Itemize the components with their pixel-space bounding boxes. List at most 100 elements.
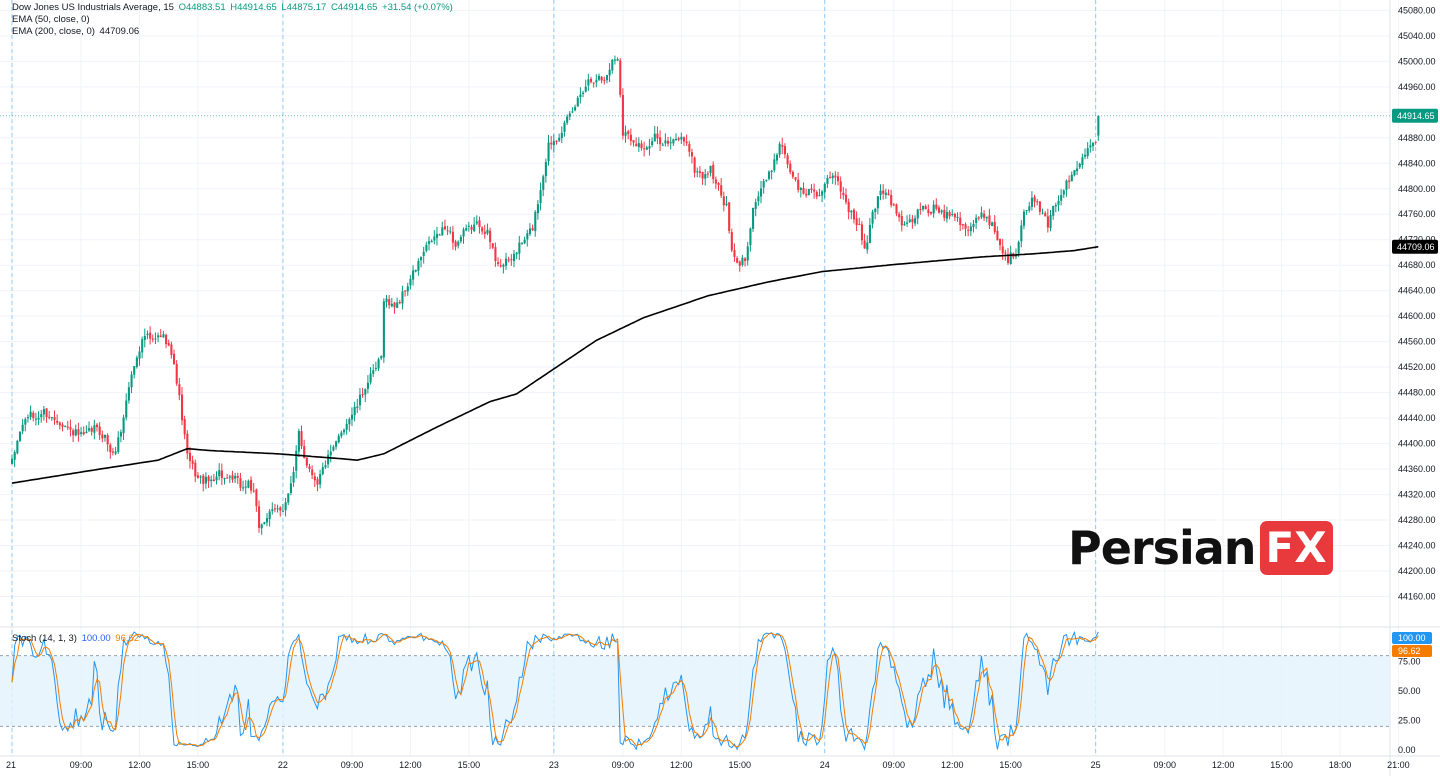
candle-body — [1004, 252, 1007, 254]
price-tick-label: 44240.00 — [1398, 541, 1436, 551]
candle-body — [961, 224, 964, 226]
candle-body — [903, 224, 906, 226]
candle-body — [1009, 252, 1012, 265]
candle-body — [425, 244, 428, 251]
candle-body — [446, 230, 449, 232]
candle-body — [914, 218, 917, 224]
candle-body — [712, 164, 715, 180]
candle-body — [141, 339, 144, 353]
candle-body — [69, 427, 72, 430]
candle-body — [111, 451, 115, 453]
candle-body — [675, 138, 678, 141]
candle-body — [258, 506, 261, 528]
price-tick-label: 44680.00 — [1398, 260, 1436, 270]
candle-body — [489, 230, 492, 243]
candle-body — [709, 165, 712, 173]
time-tick-label: 15:00 — [999, 760, 1022, 770]
candle-body — [483, 231, 486, 235]
candle-body — [781, 145, 784, 147]
candle-body — [728, 202, 731, 232]
candle-body — [61, 424, 64, 427]
candle-body — [228, 476, 231, 478]
stoch-tick-label: 50.00 — [1398, 686, 1421, 696]
candle-body — [951, 213, 954, 216]
price-tick-label: 45040.00 — [1398, 31, 1436, 41]
candle-body — [204, 476, 207, 484]
candle-body — [515, 252, 518, 255]
stoch-tick-label: 0.00 — [1398, 745, 1416, 755]
candle-body — [374, 368, 377, 370]
candle-body — [1028, 206, 1031, 211]
candle-body — [1091, 143, 1095, 147]
candle-body — [879, 190, 882, 196]
candle-body — [281, 510, 285, 512]
candle-body — [273, 508, 277, 510]
candle-body — [714, 179, 717, 184]
candle-body — [210, 479, 213, 482]
candle-body — [438, 234, 441, 236]
candle-body — [404, 290, 407, 292]
candle-body — [908, 219, 911, 222]
candle-body — [48, 416, 51, 418]
candle-body — [58, 422, 61, 426]
candle-body — [730, 232, 733, 251]
candle-body — [945, 211, 949, 219]
candle-body — [613, 59, 617, 61]
candle-body — [829, 176, 832, 179]
logo-box: FX — [1259, 521, 1333, 575]
candle-body — [826, 178, 829, 184]
candle-body — [449, 231, 452, 233]
candle-body — [465, 228, 468, 231]
candle-body — [975, 217, 978, 223]
time-tick-label: 25 — [1091, 760, 1101, 770]
candle-body — [74, 429, 77, 436]
candle-body — [563, 122, 566, 132]
candle-body — [582, 92, 585, 94]
candle-body — [648, 146, 651, 149]
candle-body — [409, 278, 412, 286]
candle-body — [56, 420, 59, 423]
candle-body — [417, 260, 420, 271]
candle-body — [412, 270, 415, 280]
candle-body — [457, 241, 460, 246]
candle-body — [247, 480, 250, 488]
candle-body — [173, 353, 176, 365]
candle-body — [167, 343, 170, 346]
grid — [0, 0, 1399, 756]
candle-body — [154, 338, 157, 340]
candle-body — [834, 175, 837, 178]
candle-body — [507, 259, 510, 261]
candle-body — [350, 414, 354, 420]
candle-body — [977, 217, 980, 219]
candle-body — [852, 209, 856, 220]
candle-body — [608, 69, 611, 76]
candle-body — [125, 400, 128, 418]
candle-body — [388, 299, 391, 306]
candle-body — [1078, 163, 1081, 168]
candle-body — [1036, 201, 1039, 203]
candle-body — [50, 416, 53, 419]
candle-body — [135, 357, 138, 368]
persianfx-logo: Persian FX — [1068, 520, 1333, 576]
candle-body — [433, 236, 436, 241]
candle-body — [653, 133, 656, 142]
candle-body — [491, 243, 494, 248]
candle-body — [635, 143, 638, 147]
candle-body — [1068, 180, 1071, 182]
candle-body — [568, 113, 571, 117]
candle-body — [170, 344, 173, 356]
candle-body — [520, 242, 524, 244]
candle-body — [18, 431, 22, 441]
time-tick-label: 12:00 — [941, 760, 964, 770]
candle-body — [733, 250, 736, 257]
candle-body — [898, 213, 901, 218]
candle-body — [1044, 213, 1047, 217]
candle-body — [778, 143, 781, 155]
candle-body — [308, 466, 311, 470]
candle-body — [215, 476, 218, 481]
price-tick-label: 44360.00 — [1398, 464, 1436, 474]
candle-body — [943, 210, 946, 218]
price-tick-label: 44960.00 — [1398, 82, 1436, 92]
stoch-k-badge: 100.00 — [1398, 633, 1426, 643]
